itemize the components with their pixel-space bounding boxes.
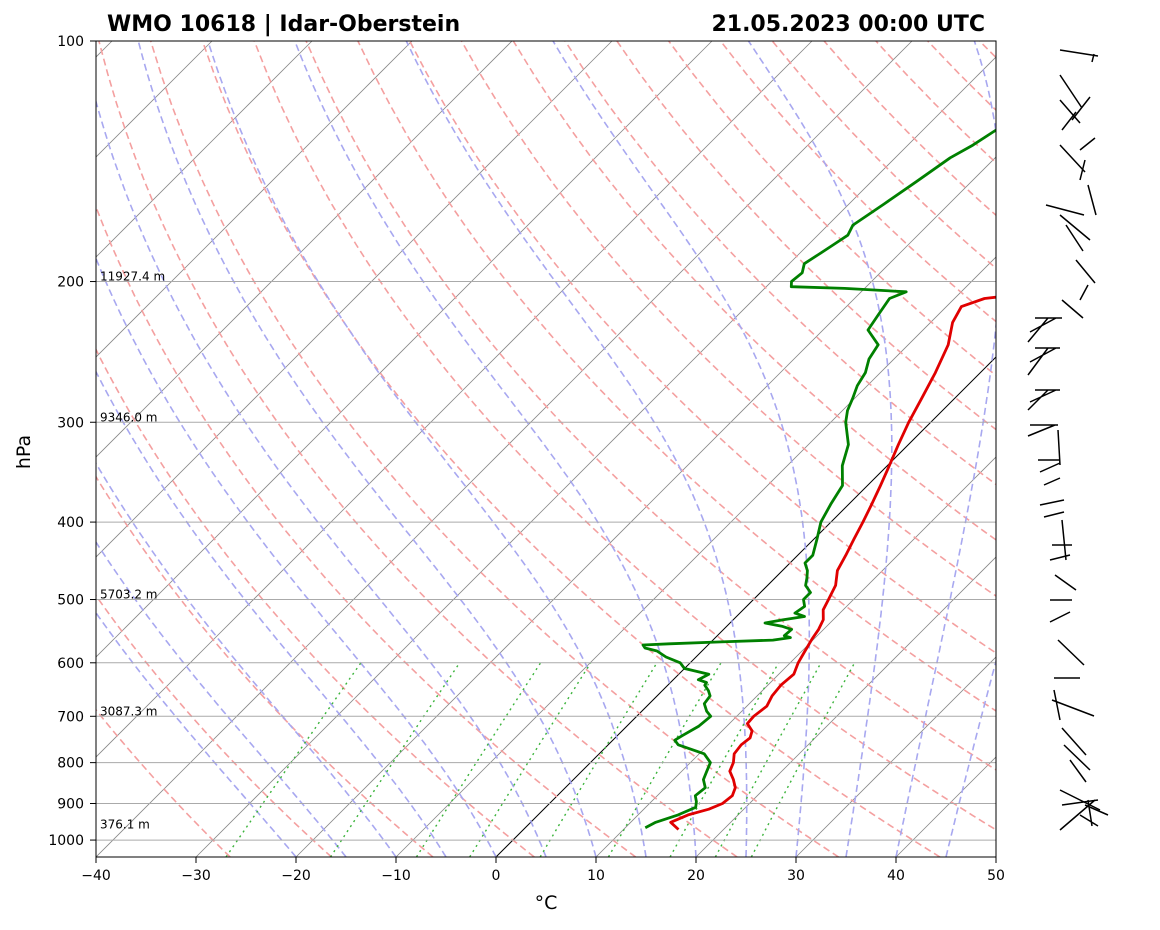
- wind-barb: [1028, 348, 1060, 375]
- wind-barb: [1046, 160, 1096, 215]
- y-axis: 100 200 300 400 500 600 700 800 900 1000: [48, 34, 96, 849]
- wind-barb: [1060, 75, 1090, 123]
- moist-adiabat: [0, 41, 396, 857]
- height-label: 9346.0 m: [100, 410, 158, 424]
- y-tick-label: 600: [57, 656, 84, 672]
- moist-adiabat: [0, 41, 346, 857]
- isotherm-line: [0, 41, 812, 857]
- background-lines: [0, 41, 1160, 857]
- moist-adiabat: [946, 41, 1146, 857]
- isotherm-line: [0, 41, 12, 857]
- x-tick-label: −10: [381, 868, 411, 884]
- y-tick-label: 800: [57, 756, 84, 772]
- dry-adiabat: [617, 41, 1160, 857]
- dry-adiabat: [565, 41, 1160, 857]
- wind-barb: [1080, 800, 1108, 826]
- title-datetime: 21.05.2023 00:00 UTC: [711, 12, 985, 37]
- x-tick-label: −30: [181, 868, 211, 884]
- wind-barb: [1028, 318, 1062, 342]
- dry-adiabat: [0, 41, 331, 857]
- isotherm-line: [0, 41, 312, 857]
- y-tick-label: 900: [57, 797, 84, 813]
- x-tick-label: −20: [281, 868, 311, 884]
- isotherm-line: [0, 41, 512, 857]
- dry-adiabat: [410, 41, 1160, 857]
- y-tick-label: 100: [57, 34, 84, 50]
- y-tick-label: 500: [57, 593, 84, 609]
- dry-adiabat: [0, 41, 534, 857]
- isotherm-line: [896, 41, 1160, 857]
- moist-adiabat: [208, 41, 646, 857]
- dry-adiabat: [0, 41, 433, 857]
- height-labels: 11927.4 m 9346.0 m 5703.2 m 3087.3 m 376.1 m: [100, 270, 165, 832]
- isotherm-line: [0, 41, 612, 857]
- dry-adiabat: [358, 41, 1160, 857]
- wind-barb: [1060, 50, 1098, 62]
- dry-adiabat: [462, 41, 1160, 857]
- moist-adiabat: [295, 41, 696, 857]
- mixing-ratio-line: [331, 663, 460, 857]
- mixing-ratio-line: [470, 663, 591, 857]
- x-axis-label: °C: [535, 892, 558, 914]
- x-tick-label: 10: [587, 868, 605, 884]
- height-label: 376.1 m: [100, 817, 150, 831]
- isotherm-line: [0, 41, 712, 857]
- mixing-ratio-line: [540, 663, 657, 857]
- y-tick-label: 400: [57, 515, 84, 531]
- moist-adiabat: [749, 41, 892, 857]
- dry-adiabat: [824, 41, 1160, 857]
- isotherm-line: [196, 41, 1012, 857]
- x-axis: −40 −30 −20 −10 0 10 20 30 40 50: [81, 857, 1005, 884]
- dry-adiabat: [306, 41, 1143, 857]
- height-label: 3087.3 m: [100, 704, 158, 718]
- dry-adiabat: [254, 41, 1041, 857]
- mixing-ratio-line: [670, 663, 779, 857]
- isotherm-line: [0, 41, 412, 857]
- dry-adiabat: [928, 41, 1160, 857]
- isotherm-line: [96, 41, 912, 857]
- wind-barb: [1050, 545, 1076, 590]
- moist-adiabat: [81, 41, 546, 857]
- mixing-ratio-line: [715, 663, 821, 857]
- dry-adiabat: [772, 41, 1160, 857]
- dry-adiabat: [1031, 41, 1160, 857]
- wind-barb: [1060, 215, 1095, 283]
- x-tick-label: 50: [987, 868, 1005, 884]
- wind-barb: [1062, 728, 1090, 782]
- y-axis-label: hPa: [13, 435, 35, 469]
- wind-barb: [1062, 285, 1088, 318]
- x-tick-label: −40: [81, 868, 111, 884]
- wind-barb: [1028, 390, 1060, 410]
- x-tick-label: 0: [492, 868, 501, 884]
- height-label: 5703.2 m: [100, 588, 158, 602]
- wind-barb: [1040, 500, 1066, 560]
- x-tick-label: 40: [887, 868, 905, 884]
- height-label: 11927.4 m: [100, 270, 165, 284]
- y-tick-label: 1000: [48, 833, 84, 849]
- x-tick-label: 20: [687, 868, 705, 884]
- dry-adiabat: [513, 41, 1160, 857]
- moist-adiabat: [406, 41, 746, 857]
- wind-barb: [1028, 425, 1060, 465]
- isotherm-line: [396, 41, 1160, 857]
- dry-adiabat: [203, 41, 941, 857]
- wind-barb: [1050, 600, 1084, 665]
- x-tick-label: 30: [787, 868, 805, 884]
- wind-barb: [1052, 678, 1094, 720]
- moist-adiabat: [138, 41, 596, 857]
- title-station: WMO 10618 | Idar-Oberstein: [107, 12, 460, 37]
- isotherm-line: [696, 41, 1160, 857]
- wind-barbs: [1028, 50, 1108, 830]
- y-tick-label: 300: [57, 415, 84, 431]
- y-tick-label: 700: [57, 709, 84, 725]
- dry-adiabat: [980, 41, 1160, 857]
- y-tick-label: 200: [57, 275, 84, 291]
- moist-adiabat: [0, 41, 446, 857]
- wind-barb: [1038, 460, 1060, 485]
- dry-adiabat: [669, 41, 1160, 857]
- moist-adiabat: [896, 41, 1002, 857]
